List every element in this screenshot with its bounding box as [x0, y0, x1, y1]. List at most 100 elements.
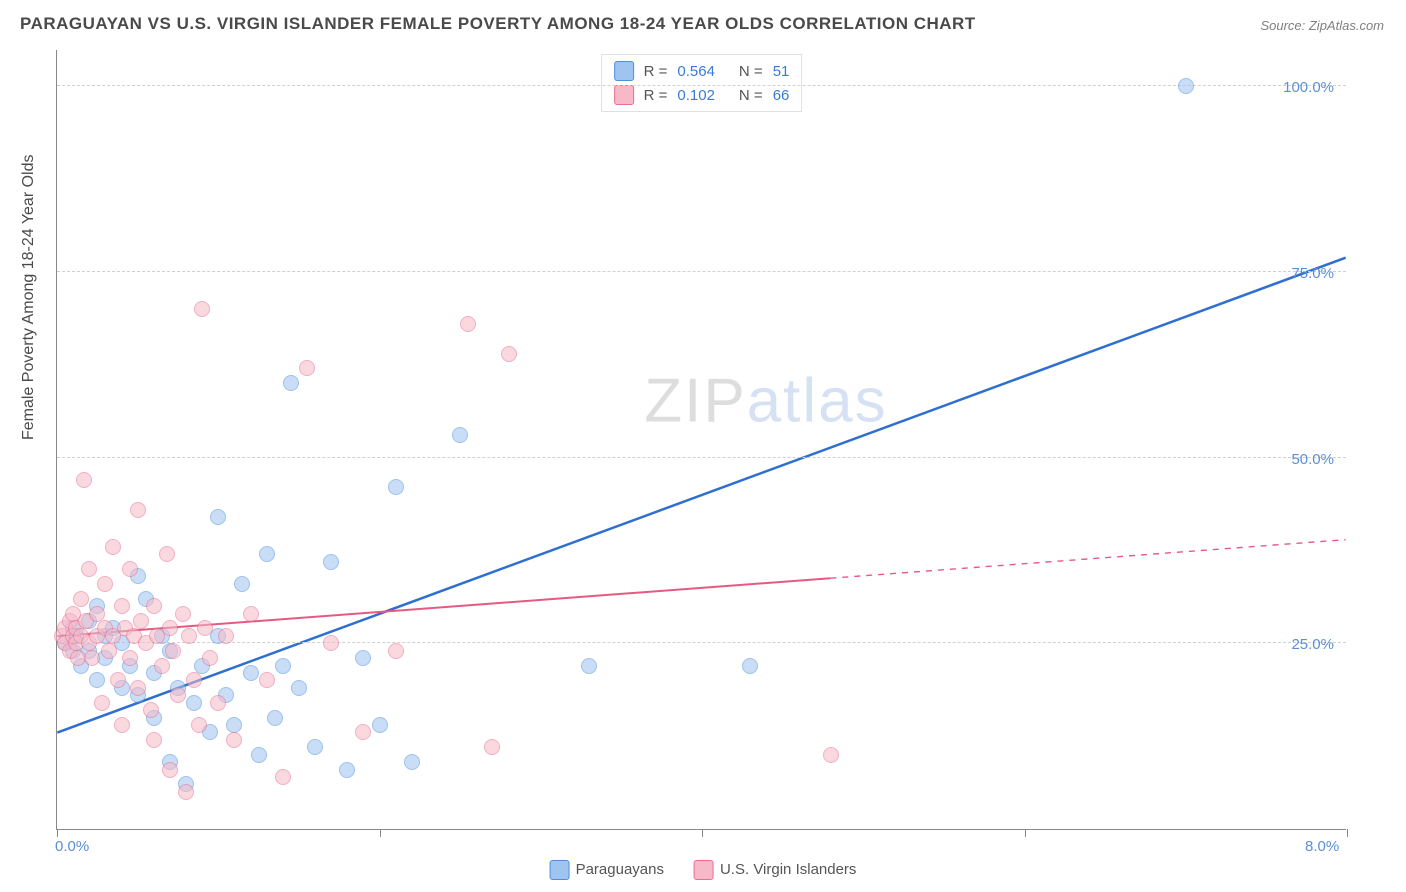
data-point — [251, 747, 267, 763]
data-point — [234, 576, 250, 592]
data-point — [101, 643, 117, 659]
legend-item: Paraguayans — [550, 860, 664, 880]
x-tick — [1025, 829, 1026, 837]
legend-swatch — [694, 860, 714, 880]
legend-swatch — [614, 61, 634, 81]
gridline-h — [57, 457, 1346, 458]
data-point — [89, 672, 105, 688]
data-point — [194, 301, 210, 317]
data-point — [94, 695, 110, 711]
data-point — [178, 784, 194, 800]
data-point — [581, 658, 597, 674]
data-point — [210, 509, 226, 525]
legend-swatch — [614, 85, 634, 105]
data-point — [307, 739, 323, 755]
data-point — [267, 710, 283, 726]
gridline-h — [57, 85, 1346, 86]
data-point — [259, 546, 275, 562]
data-point — [452, 427, 468, 443]
chart-title: PARAGUAYAN VS U.S. VIRGIN ISLANDER FEMAL… — [20, 14, 976, 34]
data-point — [165, 643, 181, 659]
data-point — [283, 375, 299, 391]
data-point — [1178, 78, 1194, 94]
gridline-h — [57, 642, 1346, 643]
legend-n-label: N = — [739, 63, 763, 80]
data-point — [146, 598, 162, 614]
data-point — [243, 665, 259, 681]
data-point — [130, 680, 146, 696]
trend-line-extrapolated — [830, 540, 1345, 579]
legend-r-label: R = — [644, 87, 668, 104]
data-point — [175, 606, 191, 622]
data-point — [97, 576, 113, 592]
data-point — [484, 739, 500, 755]
data-point — [133, 613, 149, 629]
data-point — [355, 724, 371, 740]
legend-n-value: 51 — [773, 63, 790, 80]
legend-r-value: 0.564 — [677, 63, 715, 80]
data-point — [122, 561, 138, 577]
data-point — [89, 606, 105, 622]
legend-label: U.S. Virgin Islanders — [720, 861, 856, 878]
x-tick-label: 8.0% — [1305, 838, 1339, 855]
data-point — [372, 717, 388, 733]
legend-stat-row: R = 0.102N = 66 — [614, 83, 790, 107]
data-point — [197, 620, 213, 636]
watermark-atlas: atlas — [747, 366, 888, 435]
legend-n-label: N = — [739, 87, 763, 104]
data-point — [146, 732, 162, 748]
legend-r-label: R = — [644, 63, 668, 80]
legend-item: U.S. Virgin Islanders — [694, 860, 856, 880]
y-tick-label: 25.0% — [1291, 636, 1334, 653]
data-point — [339, 762, 355, 778]
data-point — [114, 717, 130, 733]
data-point — [186, 695, 202, 711]
data-point — [823, 747, 839, 763]
data-point — [76, 472, 92, 488]
data-point — [114, 598, 130, 614]
y-tick-label: 50.0% — [1291, 451, 1334, 468]
data-point — [170, 687, 186, 703]
data-point — [105, 539, 121, 555]
data-point — [159, 546, 175, 562]
data-point — [73, 591, 89, 607]
data-point — [226, 732, 242, 748]
y-tick-label: 100.0% — [1283, 79, 1334, 96]
legend-stat-row: R = 0.564 N = 51 — [614, 59, 790, 83]
data-point — [122, 650, 138, 666]
data-point — [355, 650, 371, 666]
y-tick-label: 75.0% — [1291, 265, 1334, 282]
data-point — [202, 650, 218, 666]
series-legend: Paraguayans U.S. Virgin Islanders — [550, 860, 857, 880]
data-point — [154, 658, 170, 674]
data-point — [323, 635, 339, 651]
data-point — [226, 717, 242, 733]
data-point — [388, 643, 404, 659]
data-point — [110, 672, 126, 688]
data-point — [460, 316, 476, 332]
x-tick — [702, 829, 703, 837]
gridline-h — [57, 271, 1346, 272]
data-point — [404, 754, 420, 770]
legend-label: Paraguayans — [576, 861, 664, 878]
data-point — [259, 672, 275, 688]
y-axis-title: Female Poverty Among 18-24 Year Olds — [20, 155, 38, 441]
watermark-zip: ZIP — [644, 366, 746, 435]
plot-area: ZIPatlas R = 0.564N = 51R = 0.102N = 66 … — [56, 50, 1346, 830]
trend-line — [57, 258, 1345, 733]
source-attribution: Source: ZipAtlas.com — [1260, 18, 1384, 33]
data-point — [143, 702, 159, 718]
data-point — [181, 628, 197, 644]
data-point — [186, 672, 202, 688]
trend-lines-layer — [57, 50, 1346, 829]
data-point — [218, 628, 234, 644]
data-point — [191, 717, 207, 733]
x-tick — [1347, 829, 1348, 837]
data-point — [299, 360, 315, 376]
x-tick — [380, 829, 381, 837]
data-point — [501, 346, 517, 362]
data-point — [275, 658, 291, 674]
x-tick — [57, 829, 58, 837]
data-point — [323, 554, 339, 570]
legend-n-value: 66 — [773, 87, 790, 104]
